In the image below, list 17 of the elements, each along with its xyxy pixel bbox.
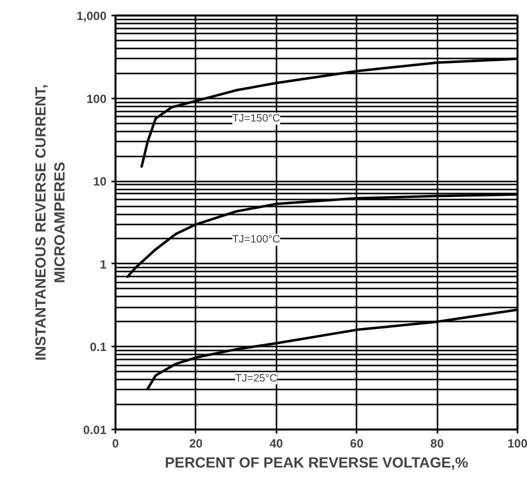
annotation: TJ=25°C xyxy=(235,372,278,384)
x-tick-label: 40 xyxy=(270,436,284,450)
x-tick-label: 80 xyxy=(430,436,444,450)
y-tick-label: 10 xyxy=(93,174,107,189)
y-axis-title: INSTANTANEOUS REVERSE CURRENT, MICROAMPERES xyxy=(33,84,68,361)
x-tick-label: 60 xyxy=(350,436,364,450)
y-tick-label: 0.01 xyxy=(83,423,107,437)
x-tick-label: 0 xyxy=(112,436,120,450)
x-tick-label: 20 xyxy=(189,436,203,450)
y-tick-label: 1 xyxy=(100,257,107,272)
y-tick-label: 1,000 xyxy=(76,9,107,23)
y-tick-label: 100 xyxy=(86,92,107,106)
annotation: TJ=150°C xyxy=(232,112,280,125)
annotation: TJ=100°C xyxy=(232,234,280,246)
x-axis-title: PERCENT OF PEAK REVERSE VOLTAGE,% xyxy=(164,456,468,472)
x-tick-label: 100 xyxy=(507,436,527,450)
y-tick-label: 0.1 xyxy=(90,340,107,354)
